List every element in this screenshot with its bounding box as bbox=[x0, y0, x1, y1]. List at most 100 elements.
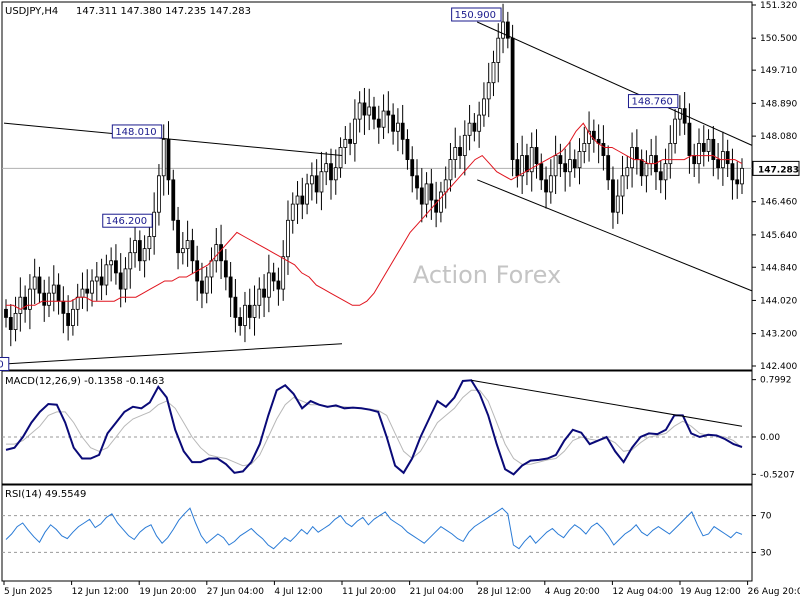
candle-body bbox=[329, 163, 333, 181]
annotation-label: 142.660 bbox=[0, 359, 4, 370]
candle-body bbox=[343, 138, 348, 148]
candle-body bbox=[180, 248, 185, 254]
candle-body bbox=[209, 260, 214, 278]
candle-body bbox=[525, 155, 529, 173]
candle-body bbox=[238, 317, 243, 326]
candle-body bbox=[472, 122, 477, 132]
macd-label: MACD(12,26,9) -0.1358 -0.1463 bbox=[5, 376, 165, 387]
time-tick-label: 4 Aug 20:00 bbox=[545, 587, 600, 597]
candle-body bbox=[114, 260, 118, 274]
candle-body bbox=[515, 159, 520, 177]
candle-body bbox=[453, 147, 458, 160]
candle-body bbox=[348, 138, 353, 144]
candle-body bbox=[467, 122, 472, 136]
candle-body bbox=[80, 288, 85, 298]
current-price-tag-group: 147.283 bbox=[752, 160, 800, 176]
macd-axis: 0.7992 0.00 -0.5207 bbox=[2, 376, 795, 480]
candle-body bbox=[233, 296, 238, 318]
candle-body bbox=[333, 167, 338, 181]
candle-body bbox=[620, 175, 625, 197]
candle-body bbox=[324, 163, 329, 173]
candle-body bbox=[639, 159, 644, 177]
candle-body bbox=[300, 195, 305, 205]
rsi-tick-label: 70 bbox=[760, 512, 772, 522]
candle-body bbox=[118, 272, 123, 290]
candle-body bbox=[510, 37, 515, 160]
candle-body bbox=[400, 122, 405, 140]
candle-body bbox=[200, 280, 204, 294]
candle-body bbox=[649, 155, 654, 165]
candle-body bbox=[424, 183, 429, 205]
candle-body bbox=[429, 183, 434, 201]
candle-body bbox=[147, 236, 152, 250]
candle-body bbox=[47, 292, 51, 306]
candle-body bbox=[133, 240, 137, 254]
annotation-box bbox=[111, 124, 163, 139]
candle-body bbox=[27, 288, 32, 310]
candle-body bbox=[458, 147, 462, 156]
candle-body bbox=[51, 284, 56, 294]
candle-body bbox=[730, 163, 735, 181]
candle-body bbox=[262, 288, 266, 298]
candle-body bbox=[367, 106, 372, 116]
candle-body bbox=[314, 175, 319, 193]
rsi-line bbox=[5, 507, 743, 550]
candle-body bbox=[520, 155, 525, 177]
candle-body bbox=[701, 143, 706, 152]
time-tick-label: 19 Aug 12:00 bbox=[680, 587, 741, 597]
candle-body bbox=[13, 312, 18, 330]
rsi-label: RSI(14) 49.5549 bbox=[5, 489, 86, 500]
candle-body bbox=[625, 167, 630, 177]
candle-body bbox=[381, 110, 386, 128]
candle-body bbox=[434, 199, 439, 213]
watermark: Action Forex bbox=[413, 261, 561, 289]
macd-signal-line bbox=[6, 389, 743, 467]
candle-body bbox=[534, 147, 539, 165]
price-tick-label: 150.500 bbox=[760, 34, 797, 44]
time-tick-label: 5 Jun 2025 bbox=[4, 587, 52, 597]
candle-body bbox=[252, 304, 257, 318]
candle-body bbox=[109, 260, 114, 266]
candle-body bbox=[71, 308, 75, 326]
current-price-label: 147.283 bbox=[758, 165, 799, 175]
candle-body bbox=[99, 276, 104, 286]
candle-body bbox=[611, 179, 615, 213]
candle-body bbox=[735, 179, 740, 185]
candle-body bbox=[23, 296, 28, 310]
time-tick-label: 12 Jun 12:00 bbox=[72, 587, 129, 597]
candle-body bbox=[419, 187, 424, 205]
candle-body bbox=[176, 219, 180, 254]
candle-body bbox=[376, 118, 381, 128]
candle-body bbox=[90, 280, 94, 294]
candle-body bbox=[219, 244, 223, 262]
price-tick-label: 146.460 bbox=[760, 198, 797, 208]
candle-body bbox=[128, 252, 133, 270]
trendline bbox=[3, 343, 343, 365]
candle-body bbox=[372, 106, 376, 120]
candle-body bbox=[663, 163, 668, 181]
candle-body bbox=[137, 240, 142, 262]
price-panel-frame bbox=[1, 1, 753, 371]
candle-body bbox=[37, 276, 42, 294]
candle-body bbox=[634, 147, 639, 160]
candle-body bbox=[152, 211, 157, 237]
annotation-label: 146.200 bbox=[106, 216, 147, 227]
trendline bbox=[476, 21, 753, 146]
macd-tick-label: 0.7992 bbox=[760, 376, 792, 386]
candle-body bbox=[553, 155, 558, 177]
annotation-label: 150.900 bbox=[455, 10, 496, 21]
candle-body bbox=[75, 296, 80, 310]
rsi-tick-label: 30 bbox=[760, 548, 772, 558]
candle-body bbox=[18, 296, 23, 314]
annotation-box bbox=[627, 94, 679, 109]
candle-body bbox=[161, 138, 166, 177]
candle-body bbox=[223, 260, 228, 278]
candle-body bbox=[228, 276, 233, 298]
candle-body bbox=[692, 155, 697, 165]
macd-panel-frame bbox=[1, 370, 753, 485]
candle-body bbox=[658, 171, 663, 181]
candle-body bbox=[386, 110, 391, 116]
price-tick-label: 143.200 bbox=[760, 330, 797, 340]
time-tick-label: 27 Jun 04:00 bbox=[207, 587, 264, 597]
candle-body bbox=[305, 183, 309, 205]
